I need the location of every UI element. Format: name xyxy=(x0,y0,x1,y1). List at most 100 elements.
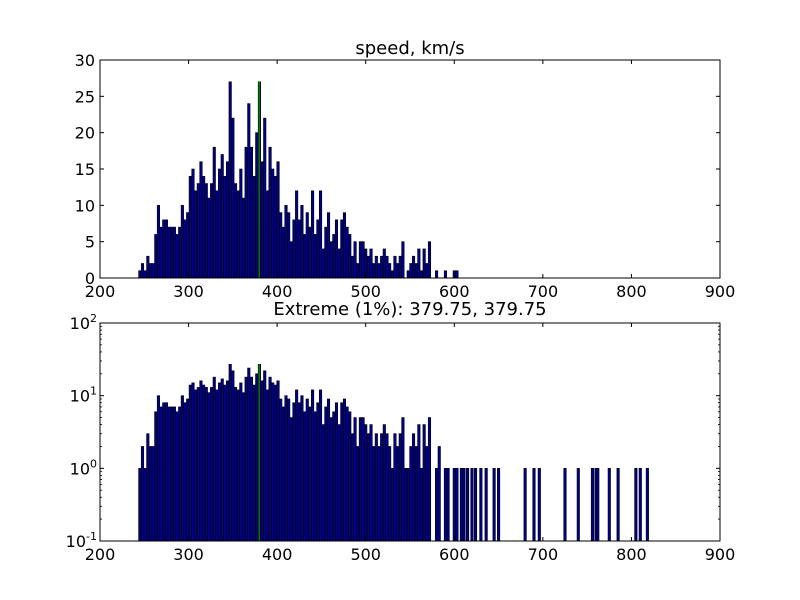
linear-bar xyxy=(337,248,341,279)
linear-bar xyxy=(265,190,269,279)
log-bar xyxy=(409,446,413,542)
log-bar xyxy=(329,417,333,542)
linear-bar xyxy=(321,248,325,279)
linear-bar xyxy=(414,263,418,279)
linear-x-tick-label: 800 xyxy=(616,282,647,301)
log-y-tick-label: 10-1 xyxy=(66,530,97,551)
log-bar xyxy=(372,446,376,542)
linear-bar xyxy=(143,270,147,279)
linear-bar xyxy=(202,175,206,279)
log-bar xyxy=(492,468,496,542)
log-bar xyxy=(212,376,216,542)
linear-bar xyxy=(380,255,384,279)
linear-bar xyxy=(207,197,211,279)
log-bar xyxy=(154,411,158,542)
log-bar xyxy=(497,468,501,542)
log-x-tick-label: 800 xyxy=(616,545,647,564)
log-bar xyxy=(188,384,192,542)
log-bar xyxy=(172,406,176,542)
log-x-tick-label: 400 xyxy=(262,545,293,564)
linear-bar xyxy=(151,263,155,279)
log-y-tick-label: 101 xyxy=(70,385,97,406)
linear-bar xyxy=(220,154,224,279)
linear-bar xyxy=(427,241,432,279)
log-bar xyxy=(345,406,349,542)
log-bar xyxy=(523,468,527,542)
log-histogram-panel: Extreme (1%): 379.75, 379.75 10-11001011… xyxy=(66,299,736,564)
log-bar xyxy=(353,417,357,542)
log-bar xyxy=(295,389,299,542)
log-bar xyxy=(406,468,410,542)
log-bar xyxy=(183,402,187,542)
log-bar xyxy=(318,389,323,542)
log-x-tick-label: 600 xyxy=(439,545,470,564)
linear-y-tick-label: 30 xyxy=(75,51,95,70)
linear-y-tick-label: 15 xyxy=(75,160,95,179)
linear-bar xyxy=(178,226,182,279)
log-bar xyxy=(204,387,208,542)
log-bar xyxy=(607,468,611,542)
linear-bar xyxy=(231,117,235,279)
linear-bar xyxy=(154,234,158,279)
log-bar xyxy=(425,446,429,542)
linear-bar xyxy=(212,146,216,279)
log-bar xyxy=(473,468,478,542)
log-bar xyxy=(308,406,312,542)
linear-bar xyxy=(138,270,142,279)
linear-bar xyxy=(196,183,200,279)
log-y-tick-label: 100 xyxy=(70,457,97,478)
log-bar xyxy=(138,468,142,542)
log-bar xyxy=(271,382,275,542)
linear-bar xyxy=(332,234,336,279)
log-bar xyxy=(374,433,378,542)
linear-bar xyxy=(377,263,381,279)
linear-bar xyxy=(422,248,426,279)
linear-chart-title: speed, km/s xyxy=(355,38,464,59)
linear-bar xyxy=(409,263,413,279)
log-bar xyxy=(210,387,214,542)
log-bar xyxy=(207,392,211,542)
log-bar xyxy=(265,389,269,542)
log-bar xyxy=(284,395,288,542)
linear-bar xyxy=(345,226,349,279)
linear-bar xyxy=(148,263,153,279)
log-x-axis-ticks: 200 300 400 500 600 700 800 900 xyxy=(85,323,735,564)
log-bar xyxy=(452,468,456,542)
linear-bar xyxy=(388,263,392,279)
linear-y-tick-label: 0 xyxy=(85,269,95,288)
linear-bar xyxy=(188,175,192,279)
linear-bar xyxy=(350,255,354,279)
linear-bar xyxy=(396,263,400,279)
log-bar xyxy=(334,402,339,542)
linear-bar xyxy=(180,205,184,279)
log-bar xyxy=(196,387,200,542)
log-bar xyxy=(356,446,360,542)
log-bar xyxy=(361,417,365,542)
linear-x-tick-label: 700 xyxy=(528,282,559,301)
linear-bar xyxy=(361,241,365,279)
log-bar xyxy=(146,433,150,542)
linear-bar xyxy=(228,81,232,279)
log-bar xyxy=(175,411,179,542)
linear-bar xyxy=(167,226,171,279)
linear-bar xyxy=(311,190,315,279)
log-bar xyxy=(287,398,291,542)
log-bar xyxy=(455,468,459,542)
log-bar xyxy=(223,384,227,542)
linear-bar xyxy=(252,175,256,279)
log-bar xyxy=(300,395,304,542)
linear-bar xyxy=(271,168,275,279)
log-bar xyxy=(348,411,352,542)
log-bar xyxy=(537,468,541,542)
linear-bar xyxy=(358,241,362,279)
log-bar xyxy=(268,376,272,542)
log-bar xyxy=(332,411,336,542)
linear-y-tick-label: 25 xyxy=(75,87,95,106)
log-bar xyxy=(273,384,277,542)
log-bar xyxy=(437,446,441,542)
linear-bar xyxy=(401,241,405,279)
linear-bar xyxy=(146,255,150,279)
log-bar xyxy=(377,446,381,542)
log-bar xyxy=(462,468,466,542)
